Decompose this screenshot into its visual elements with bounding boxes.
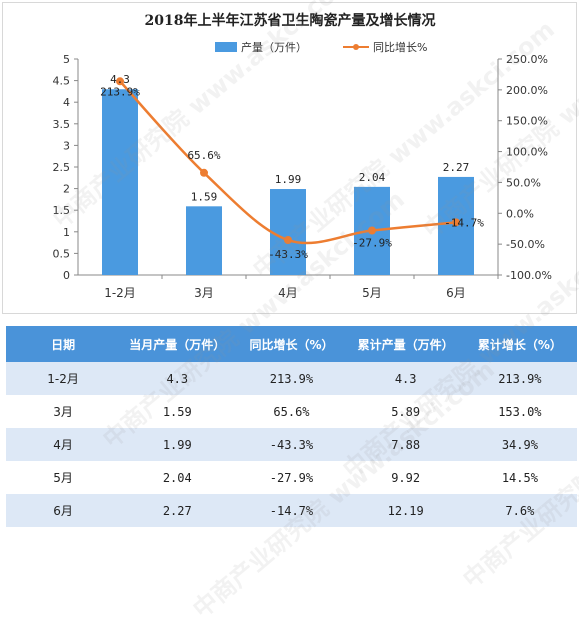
bar-value-label-0: 4.3 bbox=[110, 73, 130, 86]
table-cell: 2.27 bbox=[120, 494, 235, 527]
table-row: 6月 2.27 -14.7% 12.19 7.6% bbox=[6, 494, 577, 527]
table-cell: 5.89 bbox=[348, 395, 463, 428]
left-tick-label: 2.5 bbox=[53, 161, 71, 174]
table-cell: 213.9% bbox=[462, 362, 577, 395]
production-table: 日期 当月产量（万件） 同比增长（%） 累计产量（万件） 累计增长（%） 1-2月 4.3… bbox=[6, 326, 577, 527]
table-cell: 1.99 bbox=[120, 428, 235, 461]
legend-label-line: 同比增长% bbox=[373, 40, 427, 54]
bar-value-label-2: 1.99 bbox=[275, 173, 302, 186]
right-tick-label: 250.0% bbox=[506, 53, 548, 66]
left-tick-label: 4.5 bbox=[53, 75, 71, 88]
right-tick-label: 100.0% bbox=[506, 146, 548, 159]
line-value-label-4: -14.7% bbox=[444, 216, 484, 229]
table-cell: 7.88 bbox=[348, 428, 463, 461]
line-value-label-1: 65.6% bbox=[187, 149, 220, 162]
table-row: 3月 1.59 65.6% 5.89 153.0% bbox=[6, 395, 577, 428]
right-tick-label: 50.0% bbox=[506, 176, 541, 189]
line-point-0 bbox=[116, 77, 124, 86]
right-tick-label: 200.0% bbox=[506, 84, 548, 97]
legend-swatch-bar bbox=[215, 42, 237, 52]
bar-1 bbox=[186, 206, 222, 275]
growth-line bbox=[119, 80, 457, 245]
left-tick-label: 2 bbox=[63, 183, 70, 196]
left-tick-label: 3 bbox=[63, 139, 70, 152]
table-header-cell: 当月产量（万件） bbox=[120, 326, 235, 362]
table-cell: 12.19 bbox=[348, 494, 463, 527]
table-header-cell: 累计增长（%） bbox=[462, 326, 577, 362]
left-tick-label: 5 bbox=[63, 53, 70, 66]
table-cell: 4月 bbox=[6, 428, 121, 461]
line-point-1 bbox=[200, 168, 208, 177]
bar-value-label-4: 2.27 bbox=[443, 161, 470, 174]
table-cell: 5月 bbox=[6, 461, 121, 494]
left-tick-label: 0.5 bbox=[53, 247, 71, 260]
x-tick-label: 6月 bbox=[446, 286, 466, 300]
table-row: 4月 1.99 -43.3% 7.88 34.9% bbox=[6, 428, 577, 461]
table-cell: 9.92 bbox=[348, 461, 463, 494]
chart-panel: 2018年上半年江苏省卫生陶瓷产量及增长情况产量（万件） 同比增长% 0 0.5 1 1.… bbox=[2, 2, 577, 314]
left-tick-label: 1 bbox=[63, 226, 70, 239]
table-header-cell: 同比增长（%） bbox=[234, 326, 349, 362]
legend-marker-line bbox=[353, 44, 359, 50]
table-header-row: 日期 当月产量（万件） 同比增长（%） 累计产量（万件） 累计增长（%） bbox=[6, 326, 577, 362]
left-tick-label: 0 bbox=[63, 269, 70, 282]
line-point-2 bbox=[284, 236, 292, 245]
table-cell: 34.9% bbox=[462, 428, 577, 461]
line-point-4 bbox=[452, 218, 460, 227]
table-cell: 3月 bbox=[6, 395, 121, 428]
table-cell: -43.3% bbox=[234, 428, 349, 461]
table-cell: 1.59 bbox=[120, 395, 235, 428]
table-header-cell: 日期 bbox=[6, 326, 121, 362]
right-tick-label: 0.0% bbox=[506, 207, 534, 220]
right-tick-label: -50.0% bbox=[506, 238, 545, 251]
table-cell: 213.9% bbox=[234, 362, 349, 395]
bar-value-label-1: 1.59 bbox=[191, 190, 218, 203]
right-tick-label: -100.0% bbox=[506, 269, 552, 282]
table-cell: 1-2月 bbox=[6, 362, 121, 395]
x-tick-label: 5月 bbox=[362, 286, 382, 300]
line-value-label-0: 213.9% bbox=[100, 85, 140, 98]
table-header-cell: 累计产量（万件） bbox=[348, 326, 463, 362]
x-tick-label: 4月 bbox=[278, 286, 298, 300]
bar-0 bbox=[102, 89, 138, 276]
left-tick-label: 3.5 bbox=[53, 118, 71, 131]
bar-value-label-3: 2.04 bbox=[359, 171, 386, 184]
line-value-label-2: -43.3% bbox=[268, 248, 308, 261]
table-cell: 6月 bbox=[6, 494, 121, 527]
x-tick-label: 3月 bbox=[194, 286, 214, 300]
table-row: 5月 2.04 -27.9% 9.92 14.5% bbox=[6, 461, 577, 494]
table-cell: 65.6% bbox=[234, 395, 349, 428]
legend-label-bar: 产量（万件） bbox=[241, 40, 307, 54]
chart-title: 2018年上半年江苏省卫生陶瓷产量及增长情况 bbox=[145, 12, 436, 29]
table-cell: 4.3 bbox=[348, 362, 463, 395]
x-tick-label: 1-2月 bbox=[104, 286, 136, 300]
line-point-3 bbox=[368, 226, 376, 235]
table-row: 1-2月 4.3 213.9% 4.3 213.9% bbox=[6, 362, 577, 395]
bar-2 bbox=[270, 189, 306, 275]
right-tick-label: 150.0% bbox=[506, 115, 548, 128]
table-cell: -27.9% bbox=[234, 461, 349, 494]
table-cell: 14.5% bbox=[462, 461, 577, 494]
table-cell: 2.04 bbox=[120, 461, 235, 494]
table-cell: -14.7% bbox=[234, 494, 349, 527]
left-tick-label: 4 bbox=[63, 96, 70, 109]
table-cell: 4.3 bbox=[120, 362, 235, 395]
table-cell: 7.6% bbox=[462, 494, 577, 527]
table-cell: 153.0% bbox=[462, 395, 577, 428]
line-value-label-3: -27.9% bbox=[352, 237, 392, 250]
left-tick-label: 1.5 bbox=[53, 204, 71, 217]
